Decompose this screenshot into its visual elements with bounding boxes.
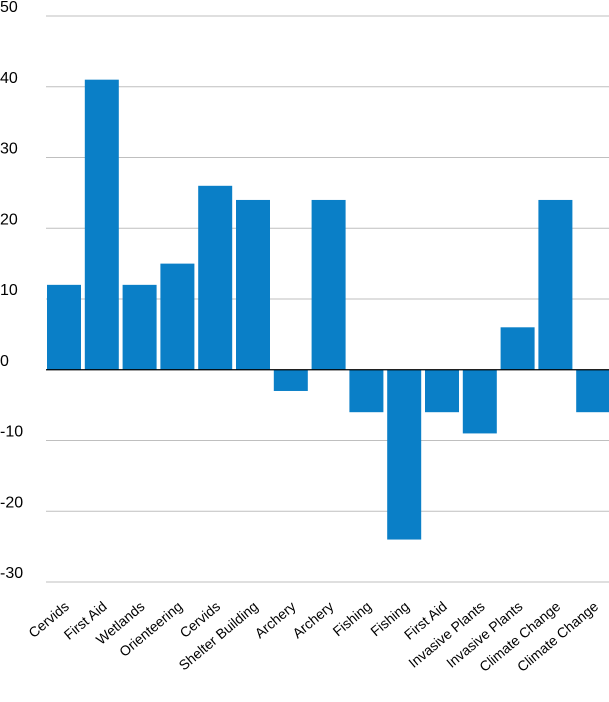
bar xyxy=(273,369,308,391)
y-tick-label: 0 xyxy=(0,353,9,370)
y-tick-label: -30 xyxy=(0,565,23,582)
y-tick-label: 50 xyxy=(0,0,18,16)
bar xyxy=(538,199,573,370)
y-tick-label: 20 xyxy=(0,211,18,228)
y-tick-label: 40 xyxy=(0,70,18,87)
bar xyxy=(576,369,609,413)
bar xyxy=(387,369,422,540)
y-tick-label: 10 xyxy=(0,282,18,299)
bar xyxy=(425,369,459,413)
x-category-label: Archery xyxy=(251,598,298,641)
y-axis-tick-labels: -30 -20 -10 0 10 20 30 40 50 xyxy=(0,0,23,582)
bar xyxy=(84,79,119,370)
bar xyxy=(311,199,346,370)
bar xyxy=(462,369,497,434)
y-tick-label: -10 xyxy=(0,424,23,441)
bar xyxy=(198,185,233,370)
bar xyxy=(122,284,157,370)
bar xyxy=(47,284,81,370)
y-tick-label: 30 xyxy=(0,141,18,158)
bar xyxy=(236,199,270,370)
bar xyxy=(160,263,195,370)
bar xyxy=(349,369,384,413)
x-category-label: Fishing xyxy=(329,598,374,639)
x-category-label: Archery xyxy=(289,598,336,641)
y-tick-label: -20 xyxy=(0,494,23,511)
bars xyxy=(47,79,609,540)
bar xyxy=(500,327,535,370)
